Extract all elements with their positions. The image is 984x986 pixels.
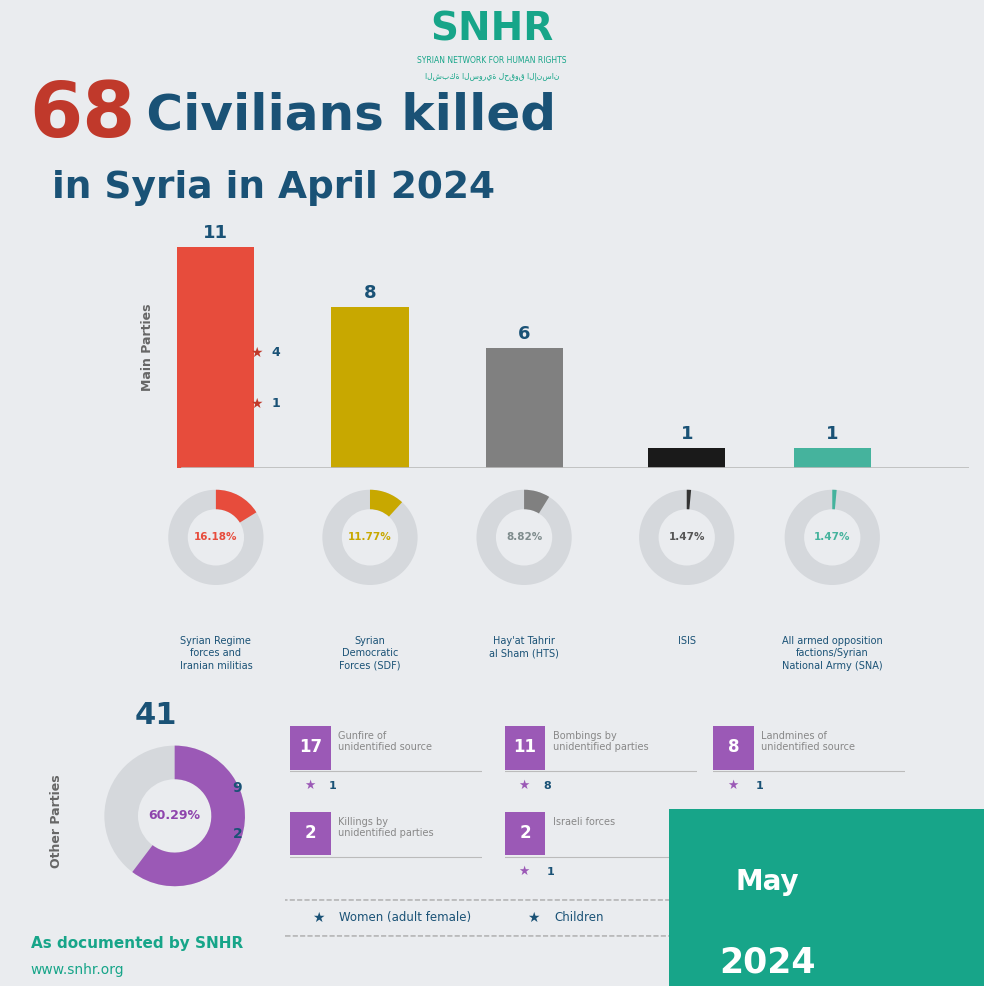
Text: 41: 41 — [135, 701, 177, 731]
Text: ★: ★ — [251, 397, 263, 411]
FancyBboxPatch shape — [177, 246, 255, 468]
Text: 8: 8 — [543, 781, 551, 791]
Text: 4: 4 — [272, 346, 280, 359]
Text: Hay'at Tahrir
al Sham (HTS): Hay'at Tahrir al Sham (HTS) — [489, 636, 559, 659]
Text: 2024: 2024 — [719, 946, 816, 979]
Text: 1: 1 — [329, 781, 337, 791]
Text: All armed opposition
factions/Syrian
National Army (SNA): All armed opposition factions/Syrian Nat… — [782, 636, 883, 670]
FancyBboxPatch shape — [485, 348, 563, 468]
Text: 2: 2 — [520, 823, 530, 842]
Text: in Syria in April 2024: in Syria in April 2024 — [52, 171, 495, 206]
Text: 68: 68 — [30, 79, 136, 153]
Text: Turkish border
guards: Turkish border guards — [762, 816, 831, 838]
Text: الشبكة السورية لحقوق الإنسان: الشبكة السورية لحقوق الإنسان — [425, 72, 559, 82]
Text: Bombings by
unidentified parties: Bombings by unidentified parties — [553, 731, 648, 752]
Text: 8: 8 — [728, 738, 739, 756]
Wedge shape — [476, 490, 572, 585]
Wedge shape — [687, 490, 691, 510]
Wedge shape — [784, 490, 880, 585]
Text: 1: 1 — [547, 867, 555, 877]
Text: 6: 6 — [518, 324, 530, 343]
Text: 8: 8 — [364, 285, 376, 303]
Text: ★: ★ — [304, 779, 315, 793]
Wedge shape — [215, 490, 257, 523]
Text: As documented by SNHR: As documented by SNHR — [31, 936, 243, 951]
FancyBboxPatch shape — [332, 308, 408, 468]
Text: 1.47%: 1.47% — [814, 532, 850, 542]
Text: 17: 17 — [299, 738, 322, 756]
FancyBboxPatch shape — [713, 811, 754, 856]
Text: 2: 2 — [305, 823, 316, 842]
FancyBboxPatch shape — [290, 811, 331, 856]
Text: 1.47%: 1.47% — [668, 532, 705, 542]
Wedge shape — [832, 490, 836, 510]
Text: ★: ★ — [727, 779, 738, 793]
Text: Civilians killed: Civilians killed — [130, 92, 557, 140]
Text: Syrian
Democratic
Forces (SDF): Syrian Democratic Forces (SDF) — [339, 636, 400, 670]
Text: Women (adult female): Women (adult female) — [339, 911, 471, 925]
Text: Israeli forces: Israeli forces — [553, 816, 615, 826]
Text: SYRIAN NETWORK FOR HUMAN RIGHTS: SYRIAN NETWORK FOR HUMAN RIGHTS — [417, 56, 567, 65]
Text: Main Parties: Main Parties — [141, 304, 154, 391]
Wedge shape — [370, 490, 402, 517]
Text: 1: 1 — [756, 781, 764, 791]
Text: 1: 1 — [681, 425, 693, 444]
Text: 1: 1 — [728, 823, 739, 842]
Text: ★: ★ — [519, 779, 529, 793]
Wedge shape — [323, 490, 417, 585]
Text: ★: ★ — [251, 346, 263, 360]
Wedge shape — [168, 490, 264, 585]
Text: May: May — [736, 869, 799, 896]
Text: ★: ★ — [527, 911, 539, 925]
FancyBboxPatch shape — [290, 726, 331, 770]
Text: SNHR: SNHR — [430, 11, 554, 48]
Text: Syrian Regime
forces and
Iranian militias: Syrian Regime forces and Iranian militia… — [179, 636, 252, 670]
Text: 9: 9 — [233, 782, 242, 796]
Wedge shape — [524, 490, 549, 514]
Text: ★: ★ — [211, 826, 224, 842]
FancyBboxPatch shape — [648, 449, 725, 468]
Text: 11.77%: 11.77% — [348, 532, 392, 542]
Text: Killings by
unidentified parties: Killings by unidentified parties — [338, 816, 434, 838]
FancyBboxPatch shape — [794, 449, 871, 468]
Text: 1: 1 — [826, 425, 838, 444]
Text: 1: 1 — [272, 397, 280, 410]
Text: www.snhr.org: www.snhr.org — [31, 963, 124, 977]
Wedge shape — [104, 745, 245, 886]
Text: ★: ★ — [312, 911, 325, 925]
Text: 11: 11 — [514, 738, 536, 756]
FancyBboxPatch shape — [505, 726, 545, 770]
Text: ★: ★ — [519, 865, 529, 879]
Wedge shape — [132, 745, 245, 886]
Text: 11: 11 — [204, 224, 228, 243]
Text: Children: Children — [554, 911, 603, 925]
Text: 60.29%: 60.29% — [149, 810, 201, 822]
Wedge shape — [640, 490, 734, 585]
Circle shape — [484, 720, 984, 986]
Text: Other Parties: Other Parties — [50, 774, 63, 868]
Text: Landmines of
unidentified source: Landmines of unidentified source — [762, 731, 855, 752]
Text: 2: 2 — [233, 827, 242, 841]
Text: ISIS: ISIS — [678, 636, 696, 646]
FancyBboxPatch shape — [505, 811, 545, 856]
FancyBboxPatch shape — [713, 726, 754, 770]
Text: 16.18%: 16.18% — [194, 532, 238, 542]
Text: Gunfire of
unidentified source: Gunfire of unidentified source — [338, 731, 432, 752]
Text: 8.82%: 8.82% — [506, 532, 542, 542]
Text: ★: ★ — [211, 778, 224, 793]
